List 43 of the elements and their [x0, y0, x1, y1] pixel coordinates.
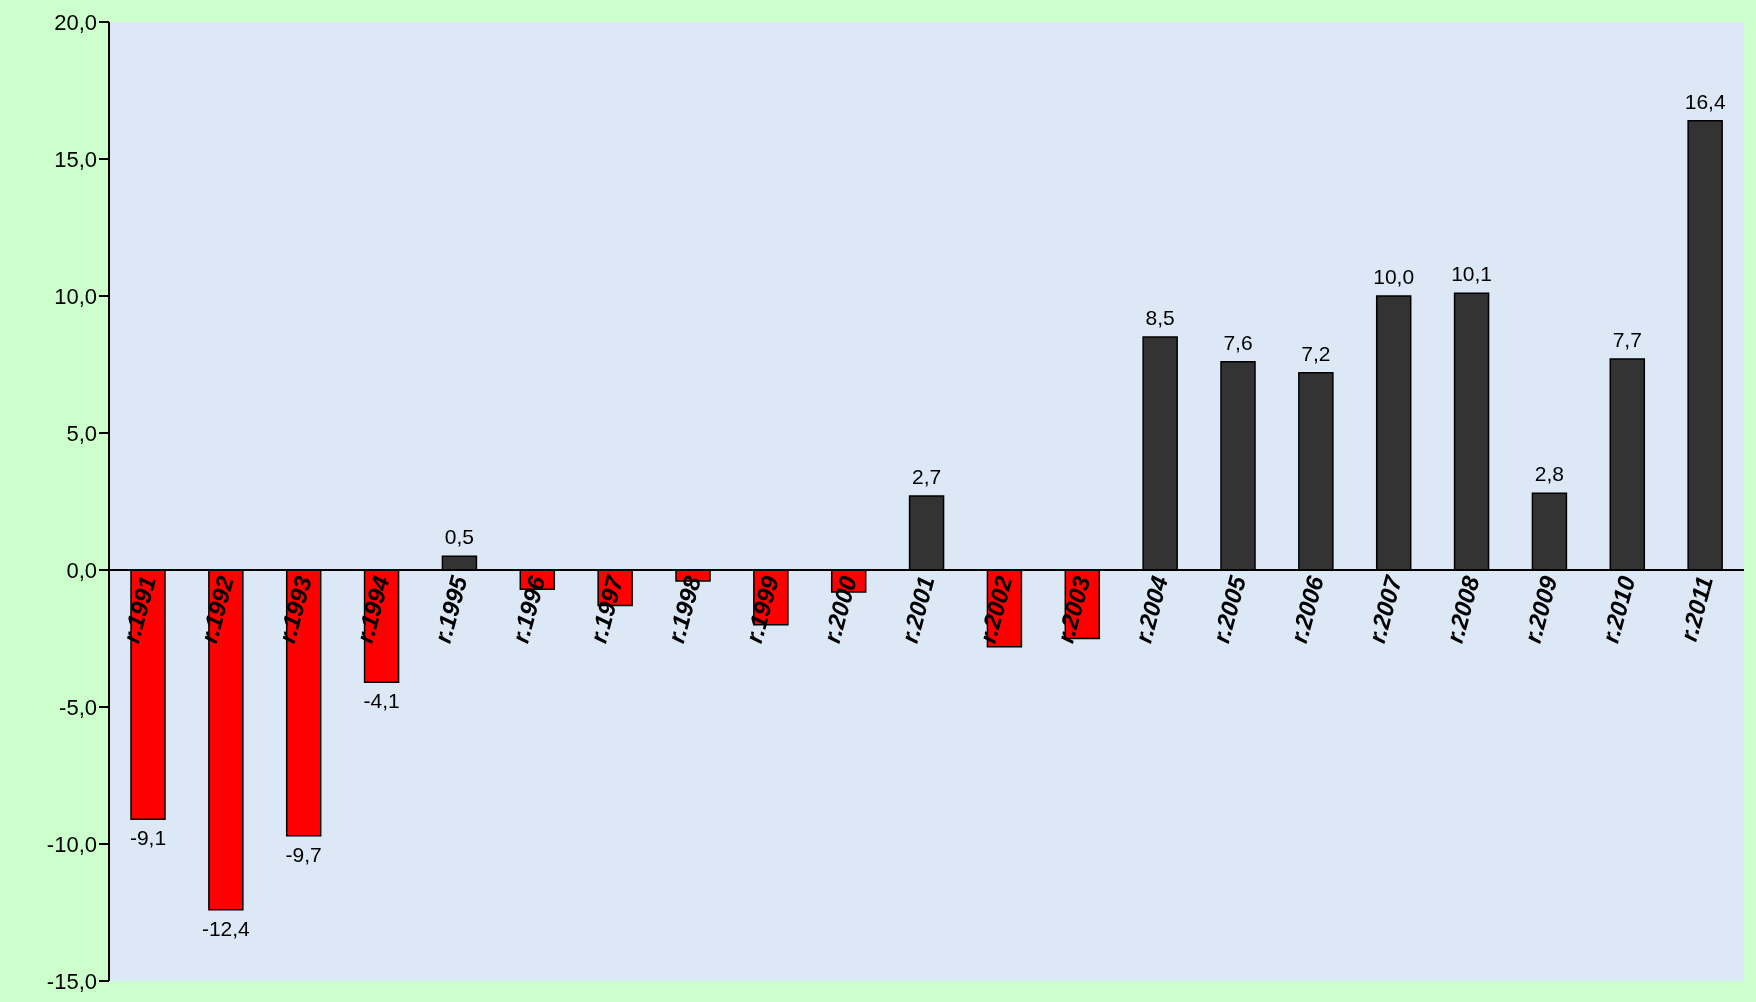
x-tick-label: r.1999 [740, 572, 784, 646]
data-label: 16,4 [1684, 89, 1726, 113]
x-tick-label: r.1998 [662, 572, 707, 646]
y-tick-label: 10,0 [54, 283, 97, 309]
data-label: 0,5 [444, 525, 475, 549]
x-tick-label: r.1995 [428, 572, 473, 646]
data-label: -12,4 [201, 916, 251, 940]
x-tick-label: r.2001 [895, 573, 940, 646]
y-tick-label: 0,0 [66, 557, 97, 583]
x-tick-label: r.1991 [117, 573, 161, 646]
data-label: 10,1 [1451, 262, 1493, 286]
data-label: 2,7 [911, 465, 942, 489]
y-tick-label: 5,0 [66, 420, 97, 446]
x-tick-label: r.2006 [1285, 572, 1329, 646]
x-tick-label: r.2007 [1362, 571, 1408, 646]
x-tick-label: r.1992 [195, 572, 239, 646]
x-tick-label: r.1994 [350, 573, 395, 646]
data-label: 7,7 [1612, 328, 1642, 352]
x-tick-label: r.2003 [1051, 572, 1096, 646]
data-label: -9,1 [129, 826, 167, 850]
x-tick-label: r.2009 [1518, 572, 1563, 646]
x-tick-label: r.2008 [1440, 572, 1485, 646]
x-tick-label: r.2002 [973, 572, 1018, 646]
x-tick-label: r.2010 [1596, 572, 1641, 646]
y-tick-label: -5,0 [59, 694, 97, 720]
y-tick-label: -15,0 [46, 968, 97, 994]
data-label: 7,2 [1301, 341, 1331, 365]
y-tick-label: 15,0 [54, 146, 97, 172]
data-label: -4,1 [363, 689, 400, 713]
x-tick-label: r.2004 [1129, 573, 1174, 646]
x-tick-label: r.1996 [506, 572, 551, 646]
x-tick-label: r.2000 [817, 572, 862, 646]
x-tick-label: r.2011 [1674, 573, 1719, 645]
x-tick-label: r.1997 [584, 571, 629, 646]
x-tick-label: r.2005 [1207, 572, 1252, 646]
x-tick-label: r.1993 [272, 572, 317, 646]
y-tick-label: -10,0 [46, 831, 97, 857]
data-label: 2,8 [1534, 462, 1565, 486]
data-label: -9,7 [285, 842, 322, 866]
data-label: 7,6 [1223, 330, 1253, 354]
data-label: 8,5 [1145, 306, 1175, 330]
data-label: 10,0 [1373, 265, 1415, 288]
y-tick-label: 20,0 [54, 9, 97, 35]
